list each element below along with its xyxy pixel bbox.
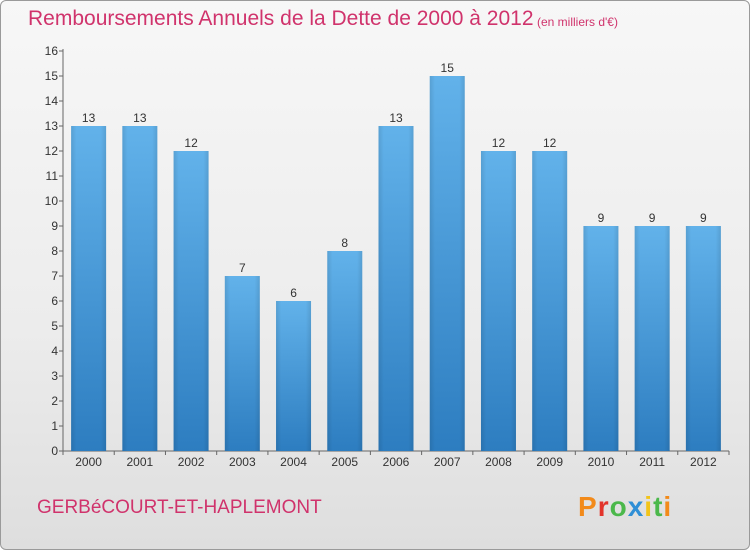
y-tick-label: 16	[45, 44, 59, 58]
x-tick-label: 2005	[331, 455, 358, 469]
bar-shade	[583, 226, 619, 451]
x-tick-label: 2004	[280, 455, 307, 469]
x-tick-label: 2001	[126, 455, 153, 469]
y-tick-label: 0	[51, 444, 58, 458]
labels: 13 2000 13 2001 12 2002 7 2003 6 2004 8 2005 13 2006 1…	[75, 61, 717, 469]
bar-shade	[327, 251, 363, 451]
y-tick-label: 12	[45, 144, 59, 158]
y-tick-label: 5	[51, 319, 58, 333]
bar-value-label: 9	[700, 211, 707, 225]
bars	[71, 76, 721, 451]
chart-unit: (en milliers d'€)	[537, 15, 618, 29]
x-tick-label: 2007	[434, 455, 461, 469]
commune-name: GERBéCOURT-ET-HAPLEMONT	[37, 497, 322, 518]
bar-shade	[685, 226, 721, 451]
y-tick-label: 3	[51, 369, 58, 383]
bar-shade	[532, 151, 568, 451]
y-tick-label: 11	[46, 169, 59, 183]
bar-shade	[429, 76, 465, 451]
bar-value-label: 13	[133, 111, 147, 125]
x-tick-label: 2012	[690, 455, 717, 469]
bar-value-label: 9	[649, 211, 656, 225]
y-tick-label: 14	[45, 94, 59, 108]
bar-shade	[71, 126, 107, 451]
x-tick-label: 2006	[383, 455, 410, 469]
x-tick-label: 2000	[75, 455, 102, 469]
x-tick-label: 2008	[485, 455, 512, 469]
y-tick-label: 13	[45, 119, 59, 133]
bar-value-label: 8	[341, 236, 348, 250]
proxiti-logo[interactable]: Proxiti	[578, 491, 673, 522]
y-tick-label: 2	[51, 394, 58, 408]
y-tick-label: 1	[51, 419, 58, 433]
x-tick-label: 2002	[178, 455, 205, 469]
x-tick-label: 2010	[588, 455, 615, 469]
bar-shade	[224, 276, 260, 451]
y-tick-label: 7	[51, 269, 58, 283]
y-tick-label: 15	[45, 69, 59, 83]
bar-value-label: 13	[389, 111, 403, 125]
bar-value-label: 12	[543, 136, 557, 150]
bar-value-label: 12	[492, 136, 506, 150]
bar-value-label: 15	[441, 61, 455, 75]
x-tick-label: 2011	[639, 455, 665, 469]
y-tick-label: 8	[51, 244, 58, 258]
bar-value-label: 12	[184, 136, 198, 150]
y-tick-label: 6	[51, 294, 58, 308]
bar-shade	[122, 126, 158, 451]
y-tick-label: 9	[51, 219, 58, 233]
bar-value-label: 9	[598, 211, 605, 225]
bar-shade	[173, 151, 209, 451]
bar-shade	[378, 126, 414, 451]
y-tick-label: 10	[45, 194, 59, 208]
bar-shade	[480, 151, 516, 451]
chart-title: Remboursements Annuels de la Dette de 20…	[28, 7, 534, 30]
y-tick-label: 4	[51, 344, 58, 358]
bar-shade	[276, 301, 312, 451]
bar-value-label: 6	[290, 286, 297, 300]
bar-shade	[634, 226, 670, 451]
bar-value-label: 7	[239, 261, 246, 275]
x-tick-label: 2003	[229, 455, 256, 469]
x-tick-label: 2009	[536, 455, 563, 469]
bar-value-label: 13	[82, 111, 96, 125]
